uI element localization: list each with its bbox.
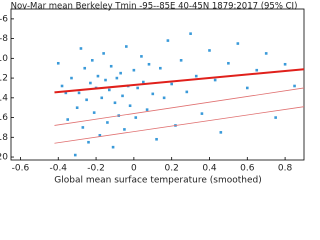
scatter-point	[219, 131, 223, 134]
scatter-point	[194, 74, 198, 78]
scatter-point	[73, 153, 77, 157]
scatter-point	[115, 76, 119, 80]
scatter-point	[113, 101, 117, 105]
scatter-point	[274, 116, 277, 119]
scatter-point	[185, 90, 189, 94]
scatter-point	[213, 78, 217, 82]
scatter-point	[56, 61, 60, 65]
scatter-point	[102, 52, 105, 55]
x-tick-label: -0.4	[49, 164, 67, 174]
scatter-point	[60, 84, 64, 88]
scatter-point	[283, 62, 287, 66]
scatter-point	[227, 61, 230, 65]
scatter-point	[89, 81, 92, 85]
scatter-point	[145, 108, 149, 111]
scatter-point	[245, 86, 249, 90]
scatter-point	[147, 62, 151, 66]
scatter-point	[151, 92, 155, 96]
scatter-point	[81, 126, 85, 129]
scatter-point	[87, 140, 90, 144]
scatter-point	[132, 68, 136, 72]
scatter-point	[98, 134, 102, 137]
x-tick-label: 0.8	[278, 164, 293, 174]
scatter-point	[140, 55, 143, 58]
scatter-point	[83, 66, 87, 70]
chart-title: Nov-Mar mean Berkeley Tmin -95--85E 40-4…	[11, 2, 298, 12]
scatter-point	[104, 78, 107, 82]
scatter-point	[264, 52, 268, 55]
y-tick-label: -16	[0, 113, 8, 123]
scatter-point	[92, 111, 96, 114]
scatter-point	[293, 84, 296, 88]
scatter-point	[123, 128, 126, 131]
scatter-point	[119, 71, 122, 75]
scatter-point	[142, 80, 145, 84]
x-tick-label: -0.2	[87, 164, 105, 174]
fit-line	[54, 68, 305, 94]
y-tick-label: -20	[0, 153, 8, 163]
scatter-point	[109, 64, 113, 68]
scatter-point	[79, 47, 83, 50]
scatter-point	[162, 96, 166, 100]
x-tick-label: -0.6	[12, 164, 30, 174]
scatter-point	[155, 137, 158, 141]
fit-line	[54, 106, 305, 144]
scatter-point	[136, 86, 139, 90]
scatter-point	[134, 116, 138, 119]
scatter-point	[189, 32, 192, 35]
scatter-point	[159, 66, 162, 70]
y-tick-label: -8	[0, 34, 8, 44]
scatter-point	[111, 145, 115, 149]
y-tick-label: -10	[0, 54, 8, 64]
x-tick-label: 0.2	[165, 164, 179, 174]
scatter-point	[85, 98, 88, 102]
scatter-point	[236, 42, 240, 45]
y-tick-label: -18	[0, 133, 8, 143]
scatter-point	[100, 96, 104, 100]
scatter-point	[106, 121, 109, 124]
y-tick-label: -6	[0, 14, 8, 24]
scatter-point	[64, 91, 68, 95]
scatter-point	[90, 59, 94, 62]
y-tick-label: -14	[0, 93, 8, 103]
scatter-point	[200, 112, 204, 115]
scatter-point	[128, 104, 132, 108]
scatter-point	[125, 45, 128, 48]
scatter-point	[170, 82, 173, 86]
scatter-point	[77, 91, 81, 95]
scatter-point	[179, 59, 183, 62]
x-tick-label: 0.4	[202, 164, 217, 174]
fit-line	[54, 87, 305, 126]
scatter-point	[208, 49, 211, 52]
scatter-point	[70, 76, 73, 80]
plot-frame	[10, 8, 305, 161]
scatter-point	[96, 74, 100, 78]
scatter-point	[255, 68, 259, 72]
scatter-point	[166, 39, 170, 42]
scatter-point	[66, 118, 70, 121]
x-tick-label: 0	[131, 164, 137, 174]
x-tick-label: 0.6	[240, 164, 255, 174]
scatter-point	[75, 106, 79, 109]
x-axis-label: Global mean surface temperature (smoothe…	[54, 176, 261, 186]
scatter-point	[121, 94, 124, 98]
scatter-point	[107, 88, 111, 92]
y-tick-label: -12	[0, 74, 8, 84]
chart: Nov-Mar mean Berkeley Tmin -95--85E 40-4…	[0, 2, 305, 186]
